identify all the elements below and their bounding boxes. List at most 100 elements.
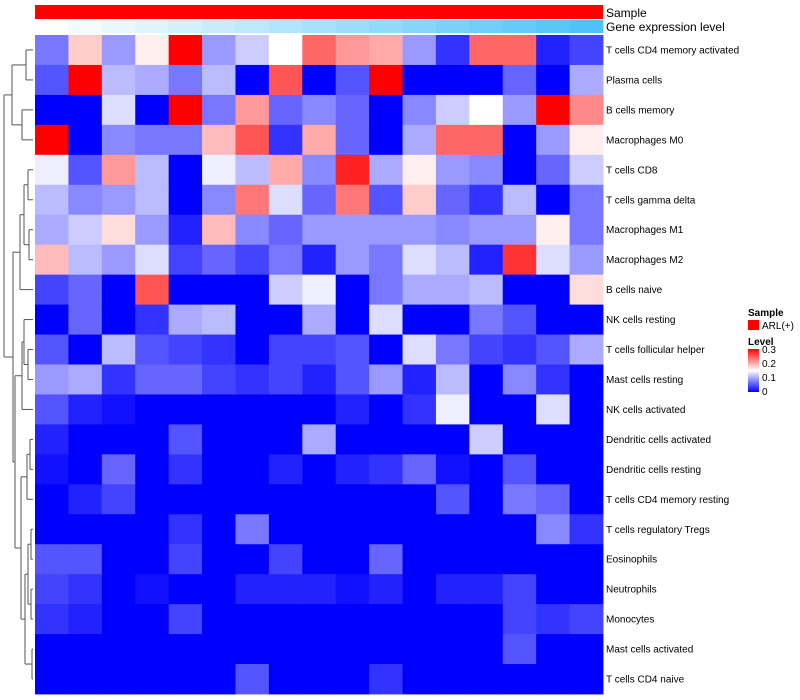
- heatmap-cell: [469, 184, 504, 216]
- row-label: NK cells resting: [606, 315, 675, 326]
- heatmap-cell: [435, 424, 470, 455]
- heatmap-cell: [268, 184, 303, 216]
- heatmap-cell: [569, 544, 604, 575]
- heatmap-cell: [536, 394, 570, 425]
- heatmap-cell: [68, 244, 103, 276]
- heatmap-cell: [101, 424, 136, 455]
- heatmap-cell: [502, 244, 537, 276]
- heatmap-cell: [402, 35, 437, 66]
- heatmap-cell: [202, 35, 236, 66]
- heatmap-cell: [101, 394, 136, 425]
- heatmap-cell: [202, 124, 236, 156]
- heatmap-cell: [536, 514, 570, 545]
- heatmap-cell: [35, 274, 69, 305]
- heatmap-cell: [335, 214, 370, 246]
- heatmap-cell: [135, 124, 170, 156]
- row-label: Neutrophils: [606, 585, 657, 596]
- heatmap-cell: [302, 64, 337, 96]
- heatmap-cell: [135, 154, 170, 186]
- heatmap-cell: [68, 574, 103, 605]
- heatmap-cell: [302, 544, 337, 575]
- heatmap-cell: [168, 154, 203, 186]
- heatmap-cell: [369, 274, 403, 305]
- heatmap-cell: [435, 484, 470, 515]
- heatmap-cell: [168, 484, 203, 515]
- heatmap-cell: [302, 274, 337, 305]
- heatmap-cell: [101, 94, 136, 126]
- heatmap-cell: [35, 394, 69, 425]
- heatmap-cell: [369, 64, 403, 96]
- heatmap-cell: [569, 244, 604, 276]
- heatmap-cell: [101, 454, 136, 485]
- heatmap-cell: [536, 154, 570, 186]
- column-annotation-bars: [35, 5, 604, 33]
- heatmap-cell: [335, 424, 370, 455]
- heatmap-cell: [302, 424, 337, 455]
- heatmap-cell: [502, 394, 537, 425]
- heatmap-cell: [202, 604, 236, 635]
- heatmap-cell: [435, 214, 470, 246]
- heatmap-cell: [35, 334, 69, 365]
- heatmap-cell: [402, 64, 437, 96]
- heatmap-cell: [202, 424, 236, 455]
- heatmap-cell: [101, 154, 136, 186]
- heatmap-cell: [235, 35, 270, 66]
- gene-expression-cell: [202, 20, 236, 33]
- heatmap-cell: [369, 184, 403, 216]
- heatmap-cell: [235, 484, 270, 515]
- heatmap-cell: [435, 244, 470, 276]
- heatmap-cell: [569, 214, 604, 246]
- heatmap-cell: [469, 604, 504, 635]
- heatmap-cell: [369, 35, 403, 66]
- heatmap-cell: [135, 574, 170, 605]
- heatmap-cell: [536, 94, 570, 126]
- heatmap-cell: [335, 154, 370, 186]
- heatmap-cell: [135, 664, 170, 695]
- heatmap-cell: [569, 424, 604, 455]
- heatmap-cell: [335, 244, 370, 276]
- gene-expression-cell: [302, 20, 337, 33]
- heatmap-cell: [369, 214, 403, 246]
- heatmap-cell: [135, 634, 170, 665]
- row-label: B cells naive: [606, 285, 663, 296]
- heatmap-cell: [302, 364, 337, 395]
- heatmap-cell: [68, 64, 103, 96]
- legend-sample-swatch: [748, 320, 759, 330]
- heatmap-cell: [101, 574, 136, 605]
- heatmap-cell: [369, 454, 403, 485]
- heatmap-cell: [536, 634, 570, 665]
- row-label: Mast cells resting: [606, 375, 683, 386]
- heatmap-cell: [202, 244, 236, 276]
- heatmap-cell: [335, 64, 370, 96]
- heatmap-cell: [569, 604, 604, 635]
- heatmap-cell: [202, 304, 236, 335]
- heatmap-cell: [402, 634, 437, 665]
- heatmap-cell: [435, 334, 470, 365]
- heatmap-cell: [369, 574, 403, 605]
- heatmap-cell: [569, 124, 604, 156]
- heatmap-cell: [469, 154, 504, 186]
- heatmap-cell: [569, 484, 604, 515]
- heatmap-cell: [68, 634, 103, 665]
- heatmap-cell: [235, 154, 270, 186]
- heatmap-cell: [369, 124, 403, 156]
- gene-expression-cell: [402, 20, 437, 33]
- heatmap-cell: [435, 634, 470, 665]
- heatmap-cell: [101, 484, 136, 515]
- heatmap-cell: [168, 94, 203, 126]
- heatmap-cell: [268, 484, 303, 515]
- row-label: Dendritic cells activated: [606, 435, 711, 446]
- heatmap-cell: [469, 454, 504, 485]
- heatmap-cell: [35, 664, 69, 695]
- gene-expression-cell: [502, 20, 537, 33]
- heatmap-cell: [369, 304, 403, 335]
- heatmap-cell: [68, 454, 103, 485]
- heatmap-cell: [135, 364, 170, 395]
- heatmap-cell: [35, 634, 69, 665]
- heatmap-cell: [202, 214, 236, 246]
- gene-expression-cell: [135, 20, 170, 33]
- heatmap-cell: [302, 334, 337, 365]
- heatmap-cell: [168, 274, 203, 305]
- gene-expression-cell: [536, 20, 570, 33]
- heatmap-cell: [335, 604, 370, 635]
